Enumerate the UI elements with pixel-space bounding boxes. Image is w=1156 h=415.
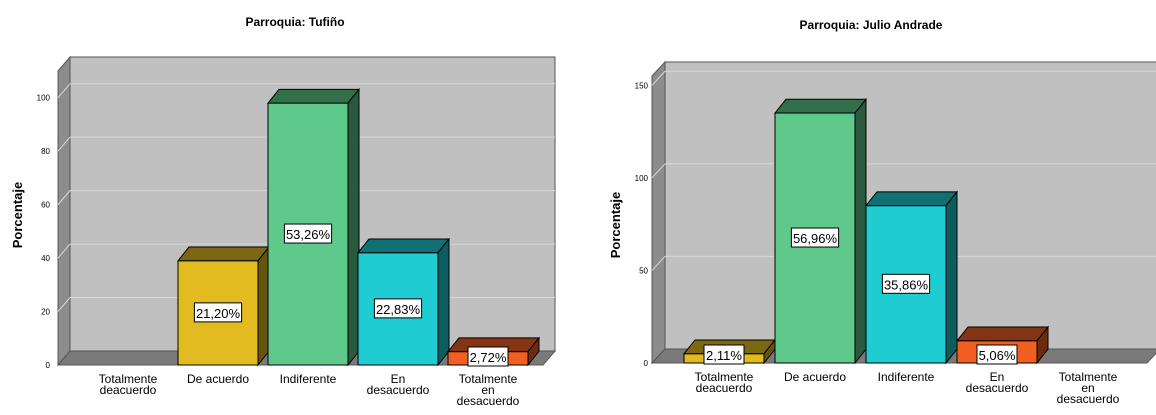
bar-top [266, 88, 361, 104]
bar-top [864, 191, 959, 207]
x-category-label: De acuerdo [784, 370, 846, 384]
bar-side [1036, 325, 1049, 365]
x-category-label: Totalmente [1059, 370, 1118, 384]
bar-side [257, 245, 270, 367]
gridline-side [57, 190, 71, 205]
gridline-side [651, 70, 666, 86]
gridline-side [57, 136, 71, 152]
bar-side [347, 87, 360, 367]
bar-top [955, 326, 1050, 342]
x-category-label: Indiferente [280, 372, 337, 386]
bar-top [176, 246, 271, 262]
data-label: 2,72% [470, 350, 507, 365]
x-category-label: en [1081, 381, 1094, 395]
y-tick-label: 0 [644, 359, 649, 368]
data-label-box [373, 298, 423, 319]
y-tick-label: 60 [41, 201, 50, 210]
data-label-box [467, 346, 509, 367]
gridline-side [57, 297, 71, 312]
y-axis-label: Porcentaje [10, 182, 25, 248]
y-tick-label: 40 [41, 254, 50, 263]
x-category-label: Indiferente [878, 370, 935, 384]
data-label: 2,11% [706, 348, 742, 363]
chart-title: Parroquia: Tufiño [245, 15, 344, 29]
data-label-box [703, 344, 745, 365]
x-category-label: De acuerdo [187, 372, 249, 386]
x-category-label: en [481, 383, 494, 397]
x-category-label: desacuerdo [966, 381, 1029, 395]
chart-julio-andrade: Parroquia: Julio Andrade Porcentaje 0 50 100… [608, 18, 1156, 406]
data-label: 22,83% [376, 302, 421, 317]
x-category-label: deacuerdo [696, 381, 753, 395]
x-category-label: desacuerdo [1057, 392, 1120, 406]
x-category-label: deacuerdo [100, 383, 157, 397]
data-label: 35,86% [884, 277, 929, 292]
bar-side [437, 237, 450, 367]
data-label: 56,96% [793, 231, 838, 246]
data-label-box [976, 344, 1018, 365]
y-tick-label: 100 [635, 174, 649, 183]
plot-side-wall [651, 60, 666, 365]
y-axis-label: Porcentaje [608, 192, 623, 258]
x-category-label: desacuerdo [457, 394, 520, 408]
data-label-box [790, 227, 840, 248]
bar-side [527, 336, 540, 367]
data-label: 5,06% [979, 348, 1016, 363]
bar-side [945, 190, 958, 365]
data-label-box [283, 223, 333, 244]
x-category-label: desacuerdo [367, 383, 430, 397]
y-tick-label: 20 [41, 308, 50, 317]
x-category-label: Totalmente [695, 370, 754, 384]
chart-title: Parroquia: Julio Andrade [800, 18, 943, 32]
data-label: 21,20% [196, 306, 241, 321]
y-tick-label: 80 [41, 147, 50, 156]
y-tick-label: 150 [635, 81, 649, 90]
gridline-side [57, 83, 71, 99]
gridline-side [57, 243, 71, 259]
x-category-label: Totalmente [459, 372, 518, 386]
y-tick-label: 50 [639, 266, 648, 275]
data-label-box [193, 302, 243, 323]
data-label: 53,26% [286, 227, 331, 242]
bar-side [854, 97, 867, 365]
data-label-box [881, 273, 931, 294]
gridline-side [651, 163, 666, 179]
plot-side-wall [57, 55, 71, 367]
x-category-label: Totalmente [99, 372, 158, 386]
bar-top [356, 238, 451, 254]
x-category-label: En [391, 372, 406, 386]
gridline-side [651, 256, 666, 271]
y-tick-label: 100 [37, 94, 51, 103]
y-tick-label: 0 [46, 361, 51, 370]
chart-tufino: Parroquia: Tufiño Porcentaje 0 20 40 60 80 100 T… [10, 15, 557, 408]
x-category-label: En [990, 370, 1005, 384]
bar-top [773, 98, 868, 114]
